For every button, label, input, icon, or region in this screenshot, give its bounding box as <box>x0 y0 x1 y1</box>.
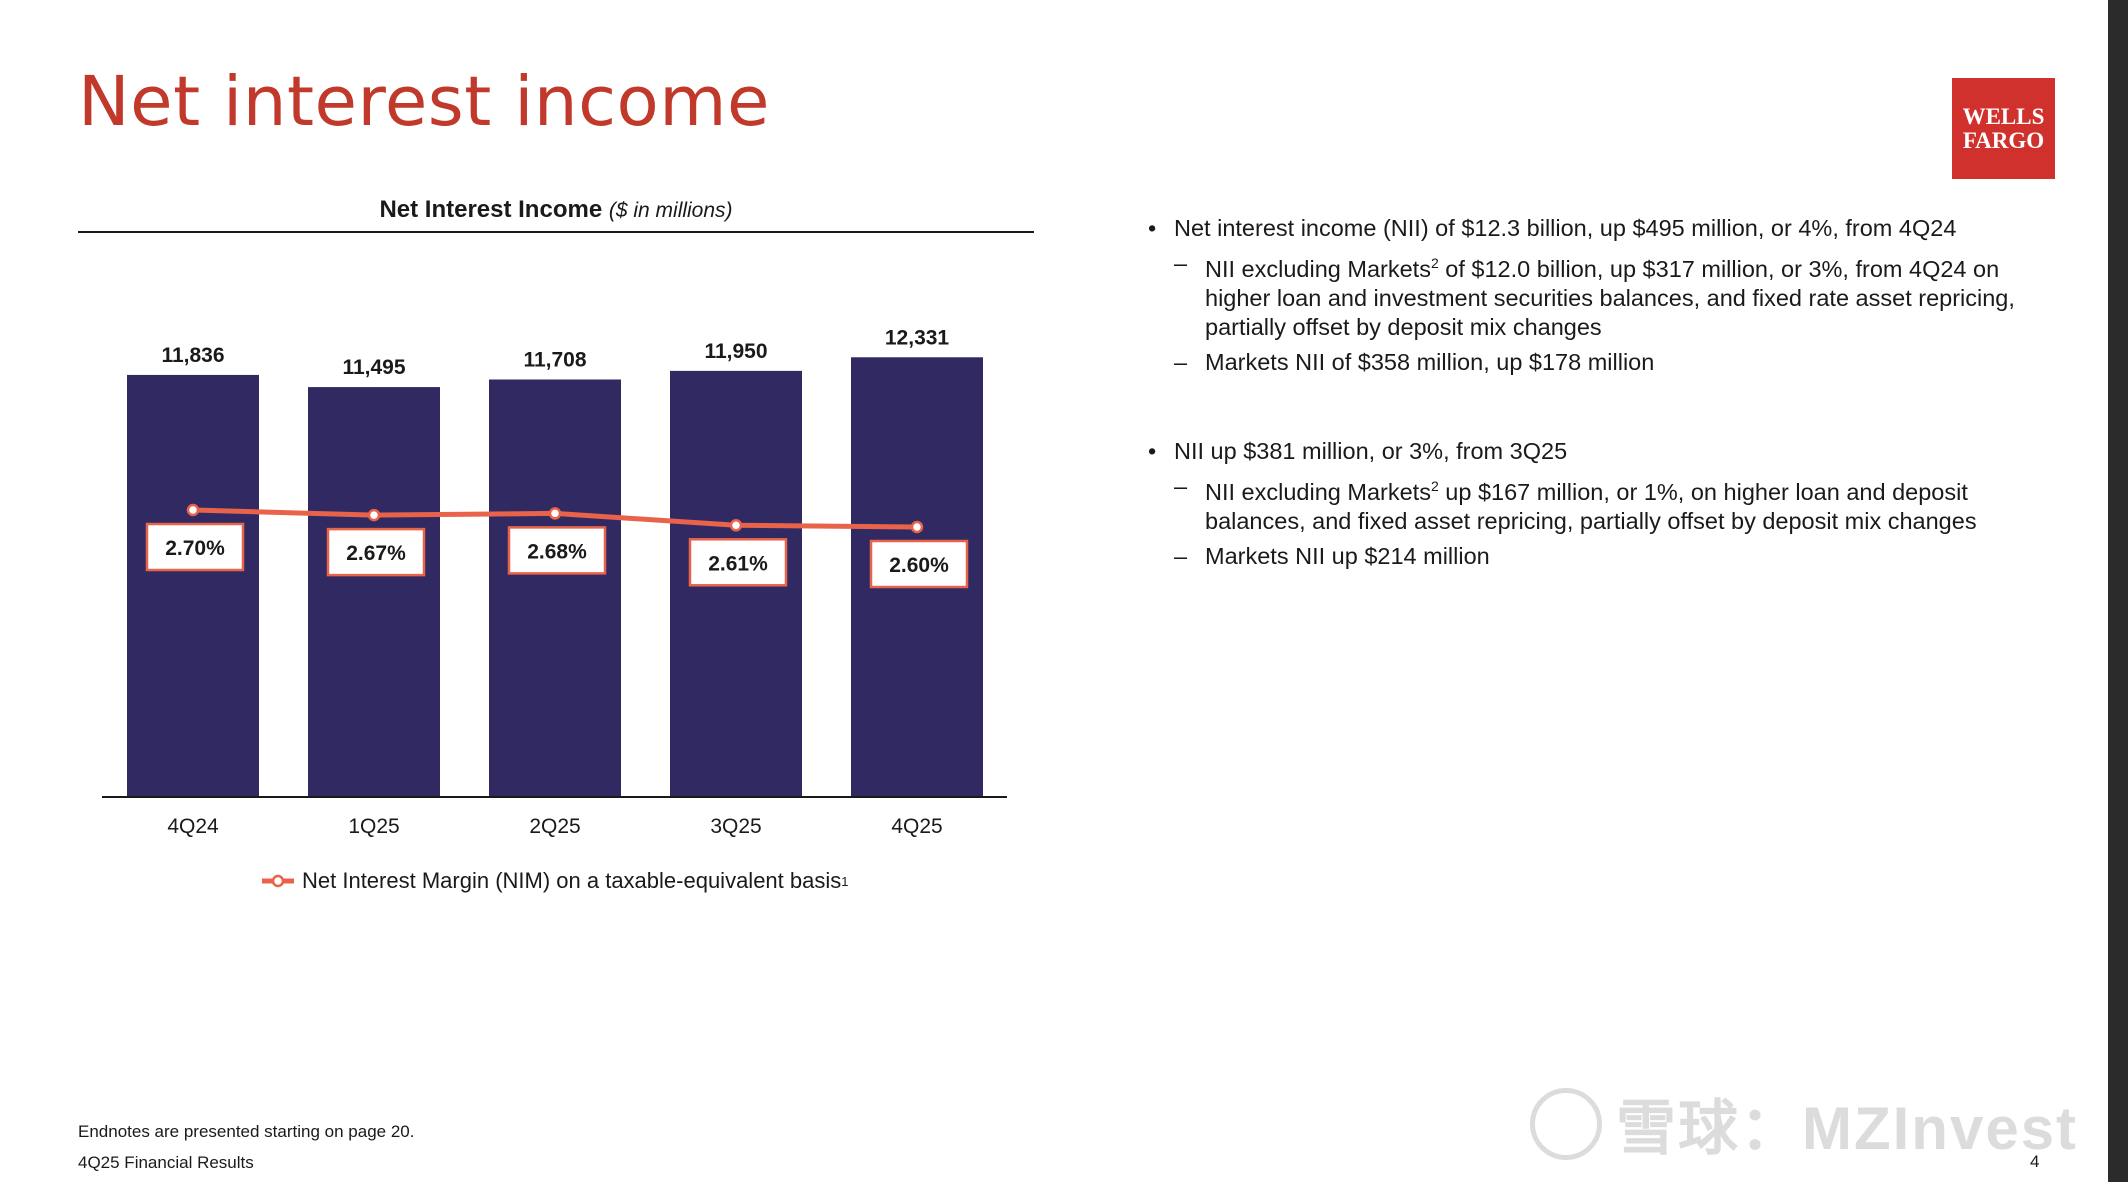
nim-point <box>367 508 381 522</box>
bullet-nii-vs-4q24: Net interest income (NII) of $12.3 billi… <box>1148 214 2028 243</box>
page-title: Net interest income <box>78 62 770 142</box>
subbullet-nii-ex-markets-4q24: NII excluding Markets2 of $12.0 billion,… <box>1148 249 2028 342</box>
bar-1Q25 <box>308 387 440 797</box>
nim-label-box <box>507 526 607 575</box>
logo-line-2: FARGO <box>1962 127 2045 153</box>
nim-value-label: 2.60% <box>889 554 949 577</box>
subbullet-markets-nii-3q25: Markets NII up $214 million <box>1148 542 2028 571</box>
nim-label-box <box>145 522 245 572</box>
x-tick-label: 3Q25 <box>710 815 761 838</box>
bar-value-label: 11,836 <box>161 344 224 367</box>
endnote: Endnotes are presented starting on page … <box>78 1122 415 1141</box>
chart-legend: Net Interest Margin (NIM) on a taxable-e… <box>260 868 848 894</box>
subbullet-nii-ex-markets-3q25: NII excluding Markets2 up $167 million, … <box>1148 472 2028 536</box>
nim-label-box <box>688 538 788 587</box>
bar-4Q24 <box>127 374 259 797</box>
page-number: 4 <box>2030 1152 2040 1171</box>
footer-text: 4Q25 Financial Results <box>78 1153 254 1172</box>
nim-value-label: 2.67% <box>346 542 406 565</box>
watermark: 雪球：MZInvest <box>1530 1080 2078 1167</box>
bar-2Q25 <box>489 379 621 797</box>
bar-value-label: 11,708 <box>523 348 586 371</box>
logo-line-1: WELLS <box>1962 103 2045 129</box>
x-tick-label: 2Q25 <box>529 815 580 838</box>
nii-chart: 11,836 4Q24 11,495 1Q25 11,708 2Q25 11,950 3Q25… <box>102 326 1007 838</box>
legend-footnote: 1 <box>841 873 849 889</box>
watermark-logo-icon <box>1530 1087 1602 1160</box>
x-tick-label: 4Q24 <box>167 815 219 838</box>
bar-value-label: 11,495 <box>342 356 405 379</box>
nim-value-label: 2.70% <box>165 537 225 560</box>
nim-point <box>910 520 924 534</box>
chart-subtitle: ($ in millions) <box>608 199 733 222</box>
bar-value-label: 12,331 <box>885 326 950 349</box>
chart-header-rule <box>78 231 1034 233</box>
bar-value-label: 11,950 <box>704 340 767 363</box>
nim-point <box>548 507 562 520</box>
scrollbar[interactable] <box>2108 0 2128 1182</box>
nim-point <box>186 503 200 517</box>
nim-value-label: 2.61% <box>708 552 768 575</box>
nim-value-label: 2.68% <box>527 540 587 563</box>
wells-fargo-logo: WELLS FARGO <box>1952 78 2055 179</box>
chart-title: Net Interest Income ($ in millions) <box>78 196 1034 224</box>
bullet-nii-vs-3q25: NII up $381 million, or 3%, from 3Q25 <box>1148 437 2028 466</box>
nim-label-box <box>869 539 969 589</box>
nim-label-box <box>326 527 426 577</box>
x-tick-label: 4Q25 <box>891 815 942 838</box>
nim-point <box>729 519 743 532</box>
legend-label: Net Interest Margin (NIM) on a taxable-e… <box>302 868 842 893</box>
commentary-bullets: Net interest income (NII) of $12.3 billi… <box>1148 214 2028 577</box>
legend-line-marker <box>262 874 294 888</box>
x-tick-label: 1Q25 <box>348 815 399 838</box>
chart-title-main: Net Interest Income <box>379 196 603 223</box>
subbullet-markets-nii-4q24: Markets NII of $358 million, up $178 mil… <box>1148 348 2028 377</box>
